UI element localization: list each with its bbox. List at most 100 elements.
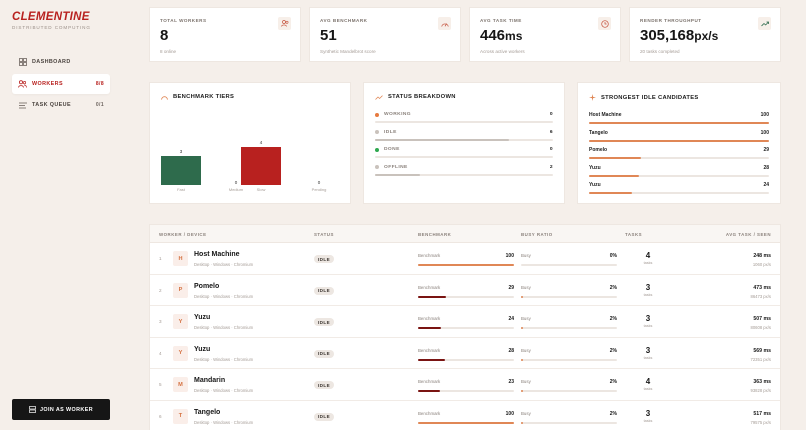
col-header-worker: WORKER / DEVICE	[159, 232, 207, 237]
candidate-name: Host Machine	[589, 112, 622, 118]
status-label: IDLE	[384, 129, 397, 135]
worker-meta: Desktop · Windows · Chromium	[194, 419, 254, 425]
tasks-cell: 3 tasks	[642, 314, 654, 328]
candidate-progress-fill	[589, 174, 640, 177]
benchmark-fill	[418, 421, 514, 424]
candidate-score: 24	[763, 182, 769, 189]
status-label: WORKING	[384, 112, 411, 117]
benchmark-label: Benchmark	[418, 253, 441, 258]
candidate-progress-track	[589, 192, 769, 195]
nav-item-task-queue[interactable]: TASK QUEUE 0/1	[12, 95, 110, 115]
busy-fill	[521, 358, 523, 361]
status-progress-track	[375, 156, 553, 159]
throughput: 1060 px/s	[752, 262, 771, 267]
throughput: 72351 px/s	[750, 356, 772, 362]
status-progress-track	[375, 173, 553, 176]
busy-label: Busy	[521, 410, 531, 416]
tasks-count: 3	[645, 282, 651, 292]
nav-count: 0/1	[95, 102, 104, 108]
stat-sub: Across active workers	[480, 49, 525, 54]
worker-meta: Desktop · Windows · Chromium	[194, 388, 254, 393]
nav-label: DASHBOARD	[32, 59, 71, 65]
nav-count: 8/8	[95, 81, 104, 87]
table-row[interactable]: 1 H Host Machine Desktop · Windows · Chromi…	[150, 243, 780, 275]
throughput: 93828 px/s	[750, 388, 772, 393]
avatar: T	[173, 408, 188, 424]
bar-value-label: 4	[259, 140, 263, 145]
status-progress-track	[375, 121, 553, 123]
worker-name: Yuzu	[194, 314, 211, 321]
table-row[interactable]: 6 T Tangelo Desktop · Windows · Chromium IDL…	[150, 401, 780, 430]
status-row-offline: OFFLINE 2	[375, 165, 553, 181]
dashboard-icon	[18, 58, 27, 67]
worker-name: Pomelo	[194, 282, 220, 290]
benchmark-fill	[418, 358, 445, 361]
benchmark-track	[418, 390, 514, 392]
avg-task-time: 507 ms	[753, 316, 771, 322]
row-index: 1	[159, 256, 162, 261]
tasks-label: tasks	[643, 418, 653, 423]
stat-card-total-workers: TOTAL WORKERS 8 8 online	[149, 7, 301, 62]
candidate-row: Pomelo 29	[589, 147, 769, 163]
stat-label: TOTAL WORKERS	[160, 18, 207, 23]
busy-ratio-cell: Busy 2%	[521, 379, 617, 392]
benchmark-value: 100	[505, 410, 514, 417]
busy-label: Busy	[521, 379, 531, 384]
busy-fill	[521, 327, 523, 329]
nav-item-dashboard[interactable]: DASHBOARD	[12, 52, 110, 72]
users-icon	[278, 17, 291, 30]
busy-track	[521, 264, 617, 266]
avatar: Y	[173, 314, 188, 329]
tier-bar-chart: 3 Fast 0 Medium 4 Slow 0 Pending	[159, 105, 341, 193]
status-badge: IDLE	[314, 286, 335, 295]
stat-card-avg-task-time: AVG TASK TIME 446ms Across active worker…	[469, 7, 621, 62]
avatar: Y	[173, 345, 188, 361]
busy-label: Busy	[521, 253, 531, 258]
avg-task-time: 517 ms	[753, 410, 771, 417]
benchmark-value: 28	[508, 347, 514, 354]
trend-icon	[375, 94, 383, 100]
busy-fill	[521, 390, 523, 392]
candidate-row: Yuzu 28	[589, 165, 769, 181]
sparkle-icon	[589, 94, 596, 101]
worker-meta: Desktop · Windows · Chromium	[194, 293, 254, 299]
busy-ratio-cell: Busy 2%	[521, 348, 617, 361]
nav-label: WORKERS	[32, 81, 63, 87]
stat-card-avg-benchmark: AVG BENCHMARK 51 Synthetic Mandelbrot sc…	[309, 7, 461, 62]
benchmark-track	[418, 295, 514, 298]
benchmark-cell: Benchmark 100	[418, 253, 514, 266]
status-badge: IDLE	[314, 255, 335, 263]
bar-category-label: Medium	[228, 187, 244, 192]
stat-value: 446ms	[480, 27, 523, 44]
join-as-worker-button[interactable]: JOIN AS WORKER	[12, 399, 110, 420]
tasks-cell: 4 tasks	[642, 251, 654, 265]
benchmark-label: Benchmark	[418, 316, 441, 321]
candidate-score: 28	[763, 164, 769, 171]
table-row[interactable]: 2 P Pomelo Desktop · Windows · Chromium IDLE…	[150, 275, 780, 306]
stat-value: 8	[160, 27, 169, 44]
busy-value: 2%	[609, 379, 617, 385]
tier-bar-slow: 4 Slow	[241, 140, 281, 193]
busy-ratio-cell: Busy 2%	[521, 316, 617, 329]
benchmark-track	[418, 358, 514, 361]
benchmark-cell: Benchmark 29	[418, 285, 514, 298]
busy-value: 2%	[609, 284, 617, 291]
status-badge: IDLE	[314, 349, 335, 358]
table-row[interactable]: 3 Y Yuzu Desktop · Windows · Chromium IDLE Be…	[150, 306, 780, 338]
status-dot	[375, 147, 379, 152]
busy-ratio-cell: Busy 0%	[521, 253, 617, 266]
benchmark-track	[418, 264, 514, 266]
busy-value: 0%	[609, 253, 617, 259]
table-row[interactable]: 5 M Mandarin Desktop · Windows · Chromium ID…	[150, 369, 780, 401]
table-row[interactable]: 4 Y Yuzu Desktop · Windows · Chromium IDLE Be…	[150, 338, 780, 369]
candidate-row: Yuzu 24	[589, 182, 769, 198]
status-count: 6	[549, 129, 553, 135]
benchmark-label: Benchmark	[418, 410, 441, 416]
nav-label: TASK QUEUE	[32, 102, 71, 108]
bar	[161, 156, 201, 185]
row-index: 2	[159, 287, 162, 293]
workers-table: WORKER / DEVICE STATUS BENCHMARK BUSY RA…	[149, 224, 781, 430]
nav-item-workers[interactable]: WORKERS 8/8	[12, 74, 110, 94]
busy-value: 2%	[609, 410, 617, 417]
benchmark-fill	[418, 390, 441, 392]
